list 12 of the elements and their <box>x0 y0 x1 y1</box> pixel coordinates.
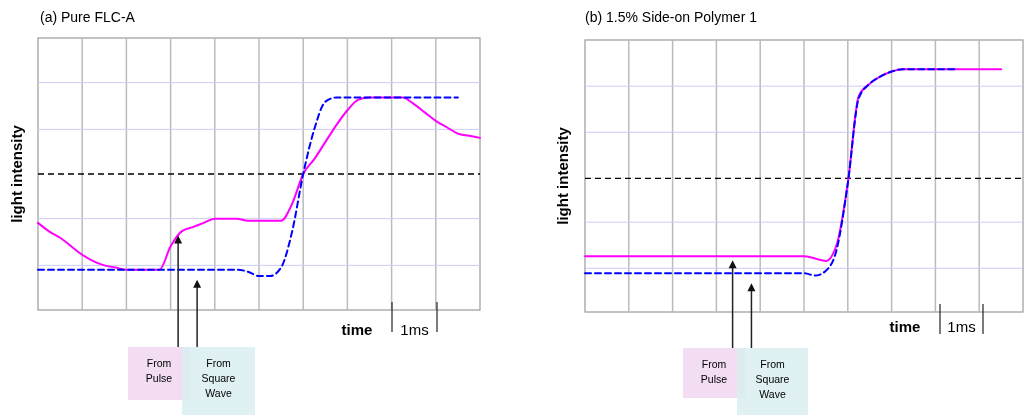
text: From Square Wave <box>755 358 790 400</box>
x-axis-title: time <box>889 318 921 335</box>
text: 1ms <box>400 321 429 338</box>
text: From Pulse <box>700 358 728 385</box>
chart-title: (a) Pure FLC-A <box>40 9 136 25</box>
text: 1ms <box>947 318 976 335</box>
x-axis-title: time <box>341 321 373 338</box>
y-axis-title: light intensity <box>554 126 571 225</box>
text: From Square Wave <box>201 357 236 399</box>
chart-title: (b) 1.5% Side-on Polymer 1 <box>585 9 758 25</box>
y-axis-title: light intensity <box>8 124 25 223</box>
text: From Pulse <box>145 357 173 384</box>
